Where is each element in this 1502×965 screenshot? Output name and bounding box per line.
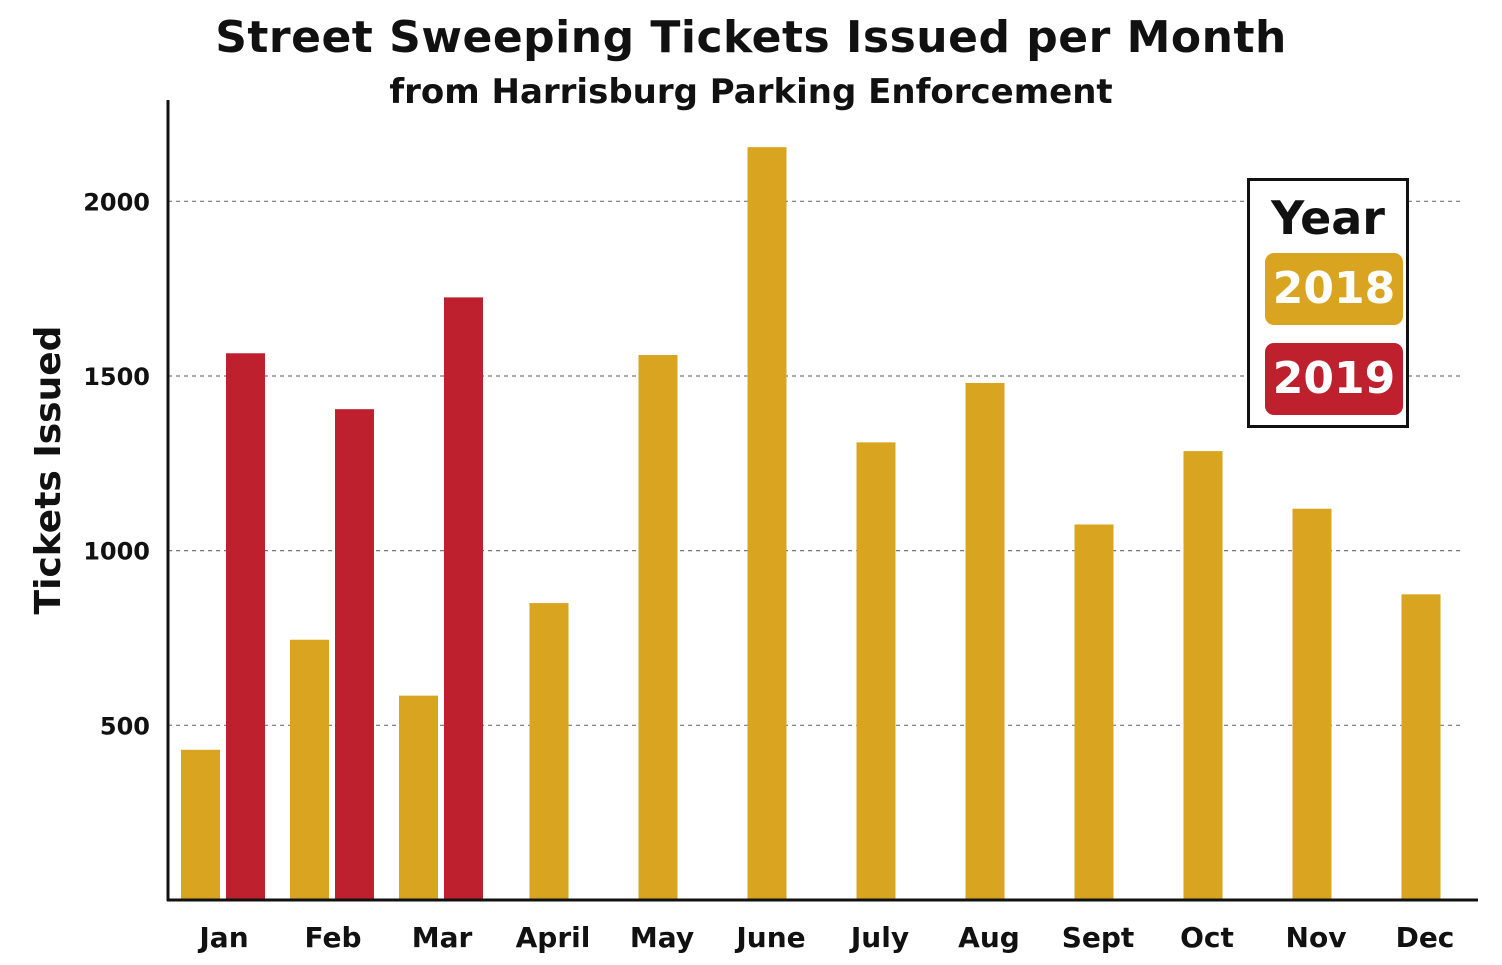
bar-2018-oct [1183,451,1223,900]
bar-2019-feb [335,409,374,900]
x-tick-label: Nov [1286,921,1347,954]
bar-2018-nov [1292,508,1332,900]
y-tick-label: 1000 [83,538,150,566]
x-tick-label: Jan [197,921,248,954]
x-tick-label: Oct [1180,921,1234,954]
y-tick-label: 1500 [83,363,150,391]
bar-2018-april [529,603,569,900]
x-tick-label: May [630,921,694,954]
x-tick-label: Aug [958,921,1020,954]
x-tick-label: Mar [412,921,473,954]
x-tick-label: Feb [304,921,361,954]
bar-2019-mar [444,297,483,901]
bar-2018-sept [1074,524,1114,900]
bar-2018-may [638,355,678,900]
bar-2018-july [856,442,896,900]
legend: Year 2018 2019 [1247,178,1409,428]
chart-title: Street Sweeping Tickets Issued per Month [215,12,1287,63]
bar-2018-june [747,147,787,901]
x-tick-label: June [734,921,805,954]
chart-subtitle: from Harrisburg Parking Enforcement [389,72,1113,112]
x-tick-label: Sept [1062,921,1135,954]
legend-item-2019: 2019 [1265,343,1403,415]
y-tick-label: 2000 [83,188,150,216]
tick-labels: 500 1000 1500 2000 Jan Feb Mar April May June July… [83,188,1454,954]
bar-2019-jan [226,353,265,900]
axes [166,100,1478,902]
y-axis-label: Tickets Issued [28,326,69,615]
bar-2018-dec [1401,594,1441,900]
bar-2018-aug [965,382,1005,900]
x-tick-label: Dec [1396,921,1455,954]
legend-item-2018: 2018 [1265,253,1403,325]
x-tick-label: July [849,921,909,954]
legend-title: Year [1270,191,1385,245]
y-tick-label: 500 [100,712,150,740]
x-tick-label: April [516,921,591,954]
bar-2018-feb [290,639,329,900]
bar-2018-jan [181,749,220,900]
bars [181,147,1441,901]
bar-2018-mar [399,695,438,900]
